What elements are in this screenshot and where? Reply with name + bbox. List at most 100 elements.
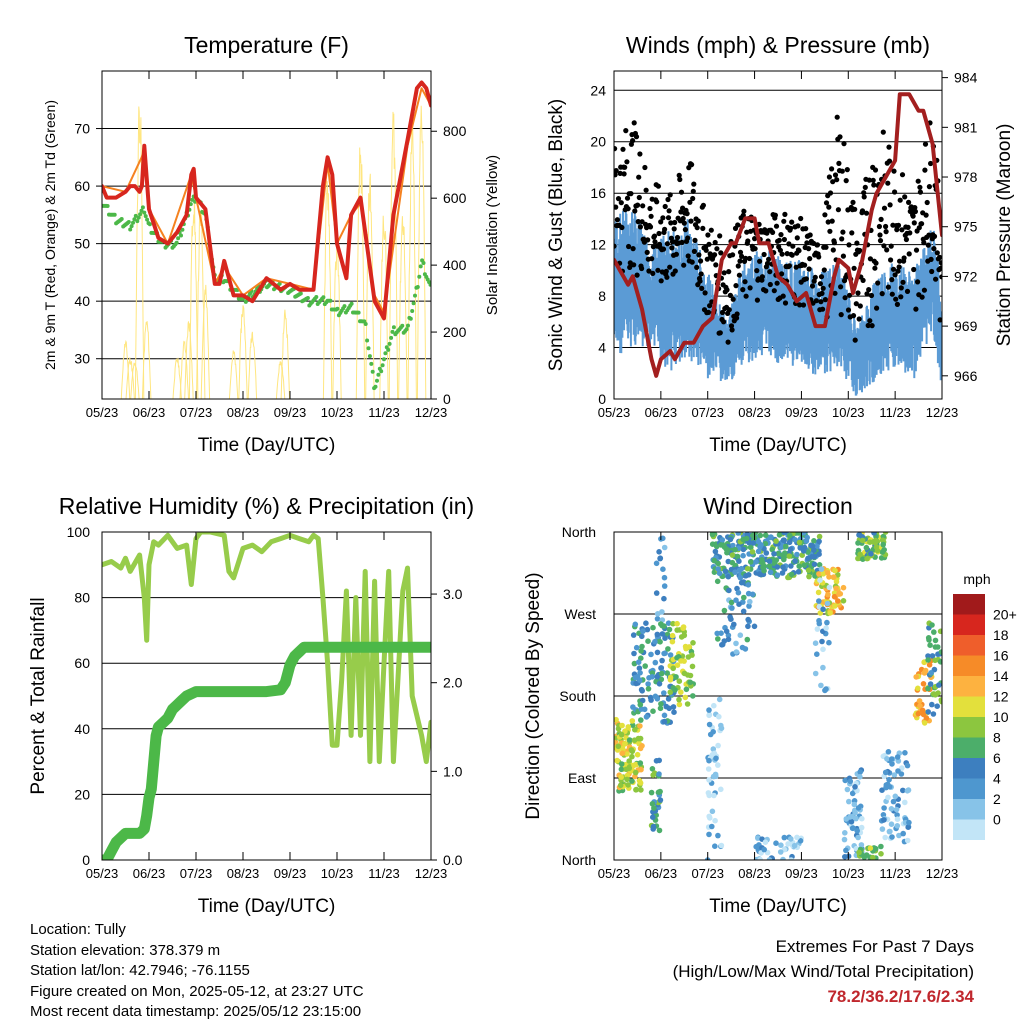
humidity-x-tick-label: 11/23 [368,866,400,881]
gust-point [883,229,889,235]
winds-xlabel: Time (Day/UTC) [709,435,847,456]
direction-point [629,778,635,784]
gust-point [658,219,664,225]
direction-point [661,574,668,581]
gust-point [752,236,758,242]
gust-point [820,306,826,312]
direction-point [632,769,639,776]
direction-point [753,559,759,565]
dewpoint-point [133,213,138,218]
direction-point [749,549,756,555]
gust-point [928,256,934,262]
gust-point [637,151,643,157]
direction-point [667,689,674,695]
direction-point [618,731,625,738]
gust-point [705,232,711,238]
temperature-x-tick-label: 07/23 [180,405,213,420]
legend-swatch [953,778,985,799]
direction-point [851,801,858,808]
direction-point [774,572,781,578]
gust-point [742,279,748,285]
gust-point [632,208,638,214]
direction-point [728,599,735,606]
legend-swatch [953,676,985,697]
temperature-x-tick-label: 11/23 [368,405,400,420]
winds-x-tick-label: 08/23 [738,405,771,420]
gust-point [913,306,919,312]
extremes-values: 78.2/36.2/17.6/2.34 [827,987,974,1006]
humidity-y2-tick-label: 3.0 [443,586,463,602]
gust-point [708,227,714,233]
direction-point [658,621,664,627]
gust-point [812,274,818,280]
gust-point [896,264,902,270]
direction-point [661,690,667,696]
gust-point [886,158,893,164]
direction-point [759,557,765,563]
gust-point [878,216,884,222]
direction-point [643,714,650,720]
direction-point [651,770,658,776]
gust-point [640,203,646,209]
gust-point [818,274,825,280]
direction-point [670,620,676,627]
direction-point [661,712,668,719]
gust-point [906,251,912,257]
direction-point [652,638,658,645]
temperature-solar-curve [196,209,206,399]
direction-y-tick-label: North [562,852,596,868]
dewpoint-point [147,222,152,227]
direction-point [630,704,636,710]
winds-y-tick-label: 4 [598,340,606,356]
temperature-solar-curve [322,181,333,399]
gust-point [761,251,767,258]
humidity-y2-tick-label: 1.0 [443,763,463,779]
gust-point [850,313,857,319]
temperature-solar-curve [332,238,342,399]
direction-point [824,570,831,576]
direction-point [925,685,931,692]
direction-point [929,622,935,628]
direction-point [929,653,936,659]
temperature-xlabel: Time (Day/UTC) [198,435,336,456]
direction-point [766,563,773,569]
direction-point [811,561,818,568]
legend-label: 2 [993,791,1001,807]
direction-point [895,768,901,774]
direction-point [648,697,654,703]
direction-point [842,777,848,784]
direction-point [816,533,823,540]
direction-point [650,708,656,714]
direction-point [879,537,886,543]
dewpoint-point [366,346,371,351]
direction-point [747,598,753,605]
gust-point [734,311,740,317]
gust-point [631,120,637,126]
direction-point [689,663,696,670]
direction-point [894,816,901,822]
direction-point [712,843,718,849]
direction-point [753,843,759,850]
gust-point [635,202,641,208]
gust-point [919,221,925,227]
dewpoint-point [277,281,282,286]
direction-point [617,782,624,789]
direction-point [719,537,726,543]
legend-swatch [953,655,985,676]
direction-point [715,560,721,567]
gust-point [873,260,879,266]
direction-point [650,814,656,820]
direction-point [629,722,636,728]
direction-point [661,718,668,725]
gust-point [906,199,912,205]
gust-point [881,243,887,249]
winds-ylabel: Sonic Wind & Gust (Blue, Black) [546,99,567,371]
direction-point [669,632,676,639]
direction-point [637,670,643,676]
direction-point [733,597,739,603]
dewpoint-point [105,204,110,208]
gust-point [852,337,858,343]
gust-point [717,233,723,239]
direction-point [725,636,732,643]
direction-point [925,653,931,659]
